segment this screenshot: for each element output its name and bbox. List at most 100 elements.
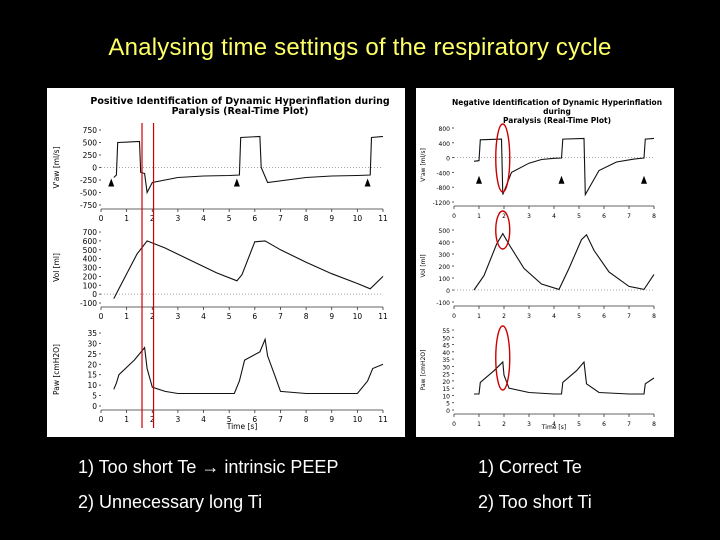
right-graph0-ytick-label: 800 bbox=[439, 126, 451, 133]
slide-title: Analysing time settings of the respirato… bbox=[108, 34, 612, 61]
right-graph1-ytick-label: 400 bbox=[439, 240, 451, 247]
left-graph0-ytick-label: 750 bbox=[83, 126, 98, 135]
left-graph2-xtick-label: 10 bbox=[353, 415, 363, 424]
right-triangle-marker bbox=[476, 175, 482, 184]
right-graph2-ytick-label: 20 bbox=[442, 379, 450, 386]
left-graph1-ytick-label: 200 bbox=[83, 272, 98, 281]
left-graph1-xtick-label: 10 bbox=[353, 312, 363, 321]
right-graph0-xtick-label: 8 bbox=[652, 213, 656, 220]
right-plot-title-line2: Paralysis (Real-Time Plot) bbox=[502, 116, 612, 125]
right-graph1-xtick-label: 8 bbox=[652, 313, 656, 320]
right-graph0-ytick-label: 0 bbox=[446, 156, 450, 163]
left-caption-2: 2) Unnecessary long Ti bbox=[78, 492, 263, 512]
left-graph2-trace bbox=[113, 337, 384, 395]
right-graph2-ytick-label: 10 bbox=[442, 393, 450, 400]
right-graph2-ytick-label: 15 bbox=[442, 386, 450, 393]
left-graph1-xtick-label: 11 bbox=[378, 312, 388, 321]
left-graph2-xtick-label: 7 bbox=[278, 415, 283, 424]
right-graph2-ytick-label: 30 bbox=[442, 364, 450, 371]
left-graph2-xtick-label: 5 bbox=[227, 415, 232, 424]
left-graph2-xtick-label: 2 bbox=[150, 415, 155, 424]
left-graph1-xtick-label: 9 bbox=[329, 312, 334, 321]
left-graph1-xtick-label: 0 bbox=[99, 312, 104, 321]
right-graph0-xtick-label: 2 bbox=[502, 213, 506, 220]
right-highlight-ellipse bbox=[495, 325, 511, 391]
left-graph0-ytick-label: -750 bbox=[80, 201, 97, 210]
left-graph0-xtick-label: 1 bbox=[124, 214, 129, 223]
left-graph1-ytick-label: 300 bbox=[83, 264, 98, 273]
left-graph0-xtick-label: 9 bbox=[329, 214, 334, 223]
left-graph1-ytick-label: 700 bbox=[83, 228, 98, 237]
right-graph1-ytick-label: 200 bbox=[439, 264, 451, 271]
left-graph2-xtick-label: 3 bbox=[176, 415, 181, 424]
left-graph2-xtick-label: 0 bbox=[99, 415, 104, 424]
right-graph1-ytick-label: 0 bbox=[446, 288, 450, 295]
left-graph1-xtick-label: 2 bbox=[150, 312, 155, 321]
right-triangle-marker bbox=[558, 175, 565, 184]
right-graph2-xtick-label: 5 bbox=[577, 421, 581, 428]
right-graph1-xtick-label: 3 bbox=[527, 313, 531, 320]
left-graph1-xtick-label: 6 bbox=[252, 312, 257, 321]
left-graph2-xtick-label: 6 bbox=[252, 415, 257, 424]
right-graph1-xtick-label: 1 bbox=[477, 313, 481, 320]
right-graph1-ytick-label: -100 bbox=[436, 300, 450, 307]
left-graph1-xtick-label: 4 bbox=[201, 312, 206, 321]
right-graph2-xtick-label: 2 bbox=[502, 421, 506, 428]
left-graph2-xtick-label: 11 bbox=[378, 415, 388, 424]
left-plot-panel: Positive Identification of Dynamic Hyper… bbox=[47, 88, 405, 437]
left-graph1-ytick-label: 500 bbox=[83, 246, 98, 255]
left-graph1-ylabel: Vol [ml] bbox=[52, 253, 61, 282]
right-graph2-ytick-label: 50 bbox=[442, 335, 450, 342]
left-graph2-ytick-label: 20 bbox=[87, 360, 97, 369]
left-graph2-ytick-label: 30 bbox=[87, 339, 97, 348]
right-graph2-xtick-label: 1 bbox=[477, 421, 481, 428]
left-graph2-xtick-label: 4 bbox=[201, 415, 206, 424]
left-graph0-xtick-label: 10 bbox=[353, 214, 363, 223]
left-graph0-ytick-label: 0 bbox=[92, 164, 97, 173]
right-graph2-ytick-label: 0 bbox=[446, 408, 450, 415]
right-plot-panel: Negative Identification of Dynamic Hyper… bbox=[416, 88, 674, 437]
right-graph2-trace bbox=[474, 360, 655, 395]
left-graph0-xtick-label: 5 bbox=[227, 214, 232, 223]
left-graph2-ytick-label: 25 bbox=[87, 350, 97, 359]
left-graph1-xtick-label: 7 bbox=[278, 312, 283, 321]
right-graph1-ytick-label: 100 bbox=[439, 276, 451, 283]
right-triangle-marker bbox=[641, 175, 647, 184]
right-graph1-xtick-label: 0 bbox=[452, 313, 456, 320]
left-graph0-ytick-label: 500 bbox=[83, 139, 98, 148]
left-triangle-marker bbox=[108, 178, 115, 187]
right-highlight-ellipse bbox=[495, 123, 511, 193]
left-plot-title-line2: Paralysis (Real-Time Plot) bbox=[171, 106, 309, 117]
left-graph0-xtick-label: 0 bbox=[99, 214, 104, 223]
left-graph2-xtick-label: 8 bbox=[304, 415, 309, 424]
right-graph0-trace bbox=[473, 137, 655, 197]
left-graph2-ytick-label: 10 bbox=[87, 381, 97, 390]
left-graph0-ytick-label: 250 bbox=[83, 151, 98, 160]
right-graph0-xtick-label: 0 bbox=[452, 213, 456, 220]
right-graph2-ytick-label: 5 bbox=[446, 401, 450, 408]
right-highlight-ellipse bbox=[495, 210, 511, 250]
left-graph1-ytick-label: -100 bbox=[80, 299, 97, 308]
right-graph1-xtick-label: 7 bbox=[627, 313, 631, 320]
right-graph0-xtick-label: 6 bbox=[602, 213, 606, 220]
right-graph2-ytick-label: 25 bbox=[442, 372, 450, 379]
left-graph2-xtick-label: 1 bbox=[124, 415, 129, 424]
left-plot-title: Positive Identification of Dynamic Hyper… bbox=[77, 97, 403, 117]
left-graph2-ytick-label: 35 bbox=[87, 329, 97, 338]
left-graph1-ytick-label: 100 bbox=[83, 281, 98, 290]
left-xlabel: Time [s] bbox=[226, 422, 258, 431]
left-graph0-ytick-label: -250 bbox=[80, 176, 97, 185]
left-graph0-xtick-label: 6 bbox=[252, 214, 257, 223]
left-graph1-ytick-label: 0 bbox=[92, 290, 97, 299]
right-graph2-ytick-label: 45 bbox=[442, 343, 450, 350]
right-graph1-xtick-label: 5 bbox=[577, 313, 581, 320]
left-triangle-marker bbox=[233, 178, 240, 187]
left-graph0-trace bbox=[113, 135, 384, 195]
left-graph0-xtick-label: 4 bbox=[201, 214, 206, 223]
right-graph0-xtick-label: 7 bbox=[627, 213, 631, 220]
left-graph1-xtick-label: 5 bbox=[227, 312, 232, 321]
right-graph2-xtick-label: 8 bbox=[652, 421, 656, 428]
left-graph2-ytick-label: 15 bbox=[87, 371, 97, 380]
